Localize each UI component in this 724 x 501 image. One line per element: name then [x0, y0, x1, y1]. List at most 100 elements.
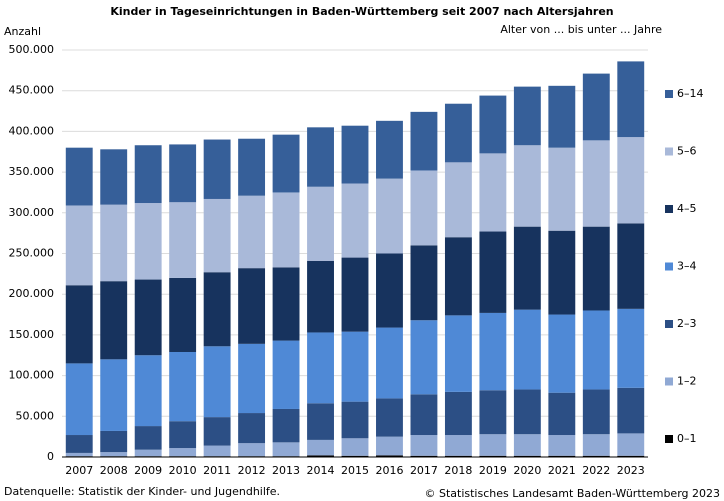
bar-segment	[134, 203, 162, 280]
bar-segment	[444, 162, 472, 238]
bar-segment	[169, 351, 197, 422]
legend-label: 6–14	[677, 87, 704, 100]
bar-segment	[376, 178, 403, 254]
x-tick-label: 2011	[203, 464, 231, 477]
bar-segment	[444, 103, 472, 163]
bar-segment	[100, 452, 128, 457]
bar-segment	[169, 421, 197, 449]
bar-segment	[410, 111, 438, 171]
legend-swatch	[665, 90, 673, 98]
x-tick-label: 2010	[169, 464, 197, 477]
bar-segment	[548, 455, 576, 457]
y-tick-label: 100.000	[9, 369, 55, 382]
bar-segment	[582, 455, 610, 457]
y-tick-label: 50.000	[16, 409, 55, 422]
bar-segment	[272, 267, 300, 341]
x-tick-label: 2020	[513, 464, 541, 477]
bar-segment	[341, 257, 369, 332]
bar-segment	[307, 127, 334, 187]
legend-label: 1–2	[677, 375, 697, 388]
y-tick-label: 500.000	[9, 43, 55, 56]
y-tick-label: 150.000	[9, 328, 55, 341]
bar-segment	[169, 144, 197, 203]
bar-segment	[341, 455, 369, 457]
bar-segment	[410, 170, 438, 246]
bar-segment	[134, 355, 162, 427]
bar-segment	[169, 448, 197, 457]
bar-segment	[272, 408, 300, 443]
bar-segment	[410, 245, 438, 321]
y-tick-label: 250.000	[9, 247, 55, 260]
bar-segment	[134, 279, 162, 356]
bar-segment	[617, 308, 645, 388]
bar-segment	[410, 435, 438, 456]
bar-segment	[582, 389, 610, 435]
bar-segment	[444, 455, 472, 457]
y-tick-label: 450.000	[9, 84, 55, 97]
bar-segment	[238, 138, 266, 196]
bar-segment	[238, 413, 266, 444]
bar-segment	[548, 392, 576, 436]
bar-segment	[272, 192, 300, 268]
bar-segment	[134, 145, 162, 204]
x-tick-label: 2015	[341, 464, 369, 477]
bar-segment	[100, 281, 128, 360]
legend-swatch	[665, 147, 673, 156]
x-tick-label: 2019	[479, 464, 507, 477]
bar-segment	[238, 443, 266, 457]
bar-segment	[513, 309, 541, 390]
bar-segment	[479, 231, 507, 313]
x-tick-label: 2021	[548, 464, 576, 477]
bar-segment	[376, 398, 403, 437]
bar-segment	[307, 455, 334, 457]
bar-segment	[376, 436, 403, 456]
legend-swatch	[665, 435, 673, 443]
legend-label: 4–5	[677, 202, 697, 215]
bar-segment	[513, 434, 541, 456]
bar-segment	[410, 455, 438, 457]
y-tick-label: 350.000	[9, 165, 55, 178]
bar-segment	[548, 435, 576, 456]
bar-segment	[444, 391, 472, 436]
bar-segment	[203, 272, 231, 347]
bar-segment	[376, 120, 403, 179]
bar-segment	[513, 145, 541, 227]
bar-segment	[307, 260, 334, 333]
bar-segment	[238, 268, 266, 344]
bar-segment	[203, 417, 231, 446]
bar-segment	[444, 237, 472, 316]
x-tick-label: 2022	[582, 464, 610, 477]
x-tick-label: 2023	[617, 464, 645, 477]
x-tick-label: 2013	[272, 464, 300, 477]
chart-title: Kinder in Tageseinrichtungen in Baden-Wü…	[110, 5, 613, 18]
bar-segment	[341, 125, 369, 184]
bar-segment	[307, 439, 334, 456]
bar-segment	[582, 73, 610, 141]
bar-segment	[134, 449, 162, 457]
legend-label: 3–4	[677, 260, 697, 273]
bar-segment	[203, 445, 231, 457]
bar-segment	[548, 147, 576, 231]
y-axis-label: Anzahl	[4, 25, 41, 38]
bar-segment	[169, 202, 197, 278]
bar-segment	[617, 433, 645, 456]
legend-swatch	[665, 205, 673, 213]
bar-segment	[582, 310, 610, 390]
bar-segment	[238, 195, 266, 269]
legend-label: 2–3	[677, 317, 697, 330]
y-tick-label: 200.000	[9, 287, 55, 300]
bar-segment	[272, 442, 300, 457]
bar-segment	[272, 134, 300, 193]
bar-segment	[307, 332, 334, 404]
bar-segment	[479, 153, 507, 232]
bar-segment	[444, 315, 472, 392]
bar-segment	[617, 223, 645, 309]
bar-segment	[65, 205, 93, 286]
bar-segment	[479, 390, 507, 435]
bar-segment	[410, 394, 438, 436]
bar-segment	[548, 314, 576, 393]
bar-segment	[100, 204, 128, 282]
bar-segment	[65, 285, 93, 364]
legend-swatch	[665, 262, 673, 271]
